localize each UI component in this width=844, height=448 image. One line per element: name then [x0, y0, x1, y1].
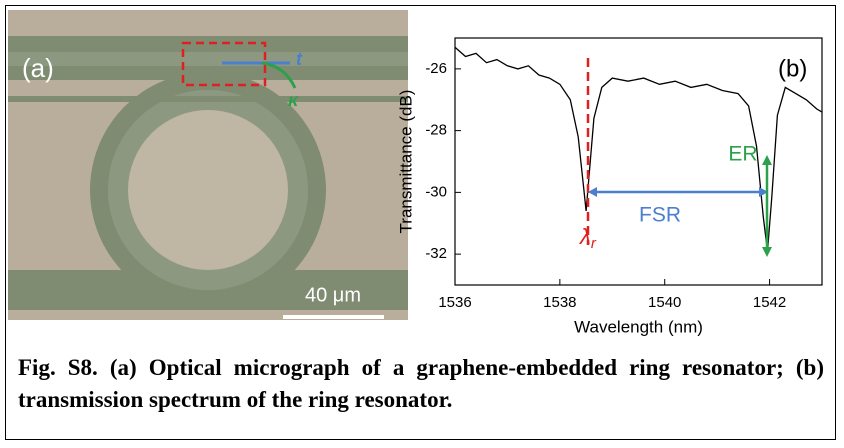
y-tick-label: -26	[425, 60, 447, 77]
caption: Fig. S8. (a) Optical micrograph of a gra…	[18, 355, 824, 412]
er-head-top	[762, 155, 772, 165]
fsr-label: FSR	[639, 204, 681, 227]
fsr-head-left	[588, 187, 597, 197]
x-tick-label: 1536	[438, 294, 471, 311]
lambda-label: λr	[579, 224, 597, 252]
y-tick-label: -32	[425, 245, 447, 262]
panel-label: (b)	[778, 55, 807, 82]
spectrum-line	[454, 46, 823, 252]
scale-bar-label: 40 μm	[305, 284, 361, 306]
y-tick-label: -30	[425, 183, 447, 200]
x-tick-label: 1542	[753, 294, 786, 311]
figure: (a) t κ 40 μm 1536 1538 1540 1542 -26 -28 -30 -…	[8, 10, 823, 336]
panel-label: (a)	[22, 53, 54, 83]
micrograph	[8, 10, 408, 320]
y-tick-label: -28	[425, 122, 447, 139]
x-tick-label: 1540	[648, 294, 681, 311]
y-axis-label: Transmittance (dB)	[396, 90, 415, 234]
er-head-bottom	[762, 247, 772, 257]
x-axis-label: Wavelength (nm)	[574, 317, 703, 336]
x-tick-label: 1538	[543, 294, 576, 311]
figure-frame	[5, 5, 836, 440]
kappa-arrow	[261, 61, 297, 89]
lambda-subscript: r	[591, 235, 597, 252]
plot-frame	[454, 37, 823, 286]
fsr-head-right	[759, 187, 768, 197]
kappa-label: κ	[288, 90, 299, 110]
chart: 1536 1538 1540 1542 -26 -28 -30 -32 Wavelength (…	[396, 37, 823, 336]
t-label: t	[296, 49, 303, 69]
highlight-box	[181, 41, 267, 87]
er-label: ER	[728, 143, 757, 166]
